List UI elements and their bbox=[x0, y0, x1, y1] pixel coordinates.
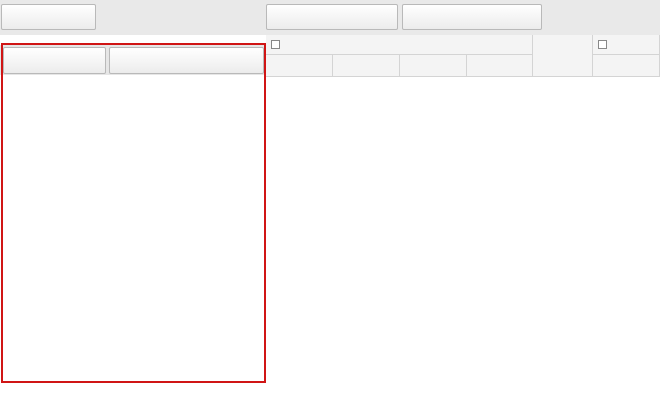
column-header-month bbox=[400, 55, 467, 77]
collapse-icon[interactable] bbox=[271, 40, 280, 49]
row-field-category-name[interactable] bbox=[3, 47, 106, 74]
column-header-month bbox=[333, 55, 400, 77]
column-header-month bbox=[467, 55, 533, 77]
row-field-film-title[interactable] bbox=[109, 47, 264, 74]
data-field-payment-amount[interactable] bbox=[1, 4, 96, 30]
column-field-year[interactable] bbox=[266, 4, 398, 30]
column-header-2005-sum bbox=[533, 35, 593, 77]
collapse-icon[interactable] bbox=[598, 40, 607, 49]
column-field-month[interactable] bbox=[402, 4, 542, 30]
column-header-2005[interactable] bbox=[266, 35, 533, 55]
column-header-month bbox=[593, 55, 660, 77]
column-header-2006[interactable] bbox=[593, 35, 660, 55]
column-header-month bbox=[266, 55, 333, 77]
row-fields-highlight bbox=[1, 43, 266, 383]
